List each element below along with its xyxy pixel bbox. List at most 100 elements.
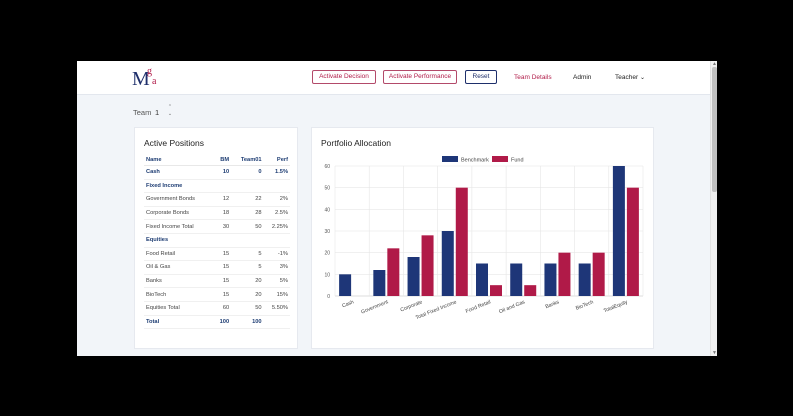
bar-fund[interactable] xyxy=(592,252,605,296)
table-row: Equities Total 60 50 5.50% xyxy=(144,301,290,316)
cell-name: Equities Total xyxy=(144,301,214,316)
nav-teacher-dropdown[interactable]: Teacher ⌄ xyxy=(615,74,645,81)
bar-fund[interactable] xyxy=(490,285,502,296)
cell-team: 50 xyxy=(231,301,264,316)
cell-bm xyxy=(213,233,232,248)
teacher-label: Teacher xyxy=(615,74,639,81)
bar-fund[interactable] xyxy=(558,252,571,296)
active-positions-card: Active Positions Name BM Team01 Perf Cas… xyxy=(134,127,298,349)
cell-perf: 5.50% xyxy=(263,301,290,316)
cell-perf: -1% xyxy=(263,247,290,262)
table-row: Banks 15 20 5% xyxy=(144,274,290,289)
cell-team: 20 xyxy=(231,287,264,302)
x-tick-label: Corporate xyxy=(400,299,424,313)
app-logo[interactable]: M g a xyxy=(132,66,166,91)
y-tick-label: 60 xyxy=(324,164,330,170)
scroll-up-icon[interactable]: ▲ xyxy=(712,61,717,67)
x-tick-label: Oil and Gas xyxy=(498,299,526,315)
x-tick-label: Banks xyxy=(545,299,561,310)
cell-team: 50 xyxy=(231,219,264,234)
activate-decision-button[interactable]: Activate Decision xyxy=(312,70,376,84)
bar-benchmark[interactable] xyxy=(544,263,557,297)
bar-benchmark[interactable] xyxy=(578,263,591,297)
activate-performance-button[interactable]: Activate Performance xyxy=(383,70,457,84)
x-tick-label: BioTech xyxy=(575,299,594,312)
cell-bm xyxy=(213,179,232,194)
cell-perf: 5% xyxy=(263,274,290,289)
col-name: Name xyxy=(144,155,214,166)
cell-name: Oil & Gas xyxy=(144,260,214,275)
table-row: Equities xyxy=(144,233,290,248)
cell-perf: 2.5% xyxy=(263,206,290,221)
bar-fund[interactable] xyxy=(626,187,639,296)
reset-button[interactable]: Reset xyxy=(465,70,497,84)
legend-swatch-fund xyxy=(492,156,508,162)
cell-team: 20 xyxy=(231,274,264,289)
browser-viewport: M g a Activate Decision Activate Perform… xyxy=(77,61,717,356)
y-tick-label: 10 xyxy=(324,272,330,278)
active-positions-title: Active Positions xyxy=(144,138,204,148)
cell-name: Corporate Bonds xyxy=(144,206,214,221)
cell-team: 0 xyxy=(231,165,264,180)
bar-fund[interactable] xyxy=(387,248,400,296)
cell-name: Equities xyxy=(144,233,214,248)
table-row: Corporate Bonds 18 28 2.5% xyxy=(144,206,290,221)
nav-team-details[interactable]: Team Details xyxy=(514,74,552,81)
bar-benchmark[interactable] xyxy=(441,231,454,296)
scrollbar-thumb[interactable] xyxy=(712,67,717,192)
positions-table: Name BM Team01 Perf Cash 10 0 1.5% Fixed Inc… xyxy=(144,155,290,330)
chevron-down-icon[interactable]: ⌄ xyxy=(167,111,173,117)
portfolio-allocation-card: Portfolio Allocation 0 10 20 30 40 50 60 Cash Go… xyxy=(311,127,654,349)
table-row: Total 100 100 xyxy=(144,315,290,330)
bar-benchmark[interactable] xyxy=(373,270,386,296)
cell-bm: 15 xyxy=(213,247,232,262)
legend-label-fund: Fund xyxy=(511,158,524,164)
team-value[interactable]: 1 xyxy=(155,108,160,117)
cell-name: Cash xyxy=(144,165,214,180)
table-row: Government Bonds 12 22 2% xyxy=(144,192,290,207)
legend-label-benchmark: Benchmark xyxy=(461,158,489,164)
x-tick-label: Food Retail xyxy=(465,299,492,315)
cell-perf: 3% xyxy=(263,260,290,275)
table-row: Cash 10 0 1.5% xyxy=(144,165,290,180)
scroll-down-icon[interactable]: ▼ xyxy=(712,350,717,356)
cell-team: 5 xyxy=(231,247,264,262)
bar-benchmark[interactable] xyxy=(339,274,352,296)
cell-name: Banks xyxy=(144,274,214,289)
bar-benchmark[interactable] xyxy=(476,263,488,297)
cell-perf: 1.5% xyxy=(263,165,290,180)
cell-team: 28 xyxy=(231,206,264,221)
top-header: M g a Activate Decision Activate Perform… xyxy=(77,61,710,95)
bar-benchmark[interactable] xyxy=(510,263,523,297)
cell-bm: 100 xyxy=(213,315,232,330)
y-tick-label: 0 xyxy=(327,294,330,300)
bar-fund[interactable] xyxy=(421,235,434,296)
nav-admin[interactable]: Admin xyxy=(573,74,592,81)
cell-name: BioTech xyxy=(144,287,214,302)
y-tick-label: 30 xyxy=(324,229,330,235)
table-row: Oil & Gas 15 5 3% xyxy=(144,260,290,275)
bar-benchmark[interactable] xyxy=(612,166,625,296)
chevron-down-icon: ⌄ xyxy=(639,75,645,81)
chevron-up-icon[interactable]: ⌃ xyxy=(167,104,173,110)
cell-bm: 30 xyxy=(213,219,232,234)
team-stepper[interactable]: ⌃ ⌄ xyxy=(166,104,174,118)
vertical-scrollbar[interactable]: ▲ ▼ xyxy=(710,61,717,356)
col-bm: BM xyxy=(213,155,232,166)
cell-name: Government Bonds xyxy=(144,192,214,207)
y-tick-label: 40 xyxy=(324,207,330,213)
cell-bm: 15 xyxy=(213,260,232,275)
logo-letter-g: g xyxy=(147,66,152,77)
cell-perf xyxy=(263,315,290,330)
cell-team: 100 xyxy=(231,315,264,330)
cell-team: 22 xyxy=(231,192,264,207)
bar-benchmark[interactable] xyxy=(407,257,420,296)
cell-team xyxy=(231,233,264,248)
table-row: Food Retail 15 5 -1% xyxy=(144,247,290,262)
cell-bm: 60 xyxy=(213,301,232,316)
legend-swatch-benchmark xyxy=(442,156,458,162)
bar-fund[interactable] xyxy=(455,187,468,296)
cell-name: Fixed Income xyxy=(144,179,214,194)
bar-fund[interactable] xyxy=(524,285,537,296)
cell-bm: 10 xyxy=(213,165,232,180)
